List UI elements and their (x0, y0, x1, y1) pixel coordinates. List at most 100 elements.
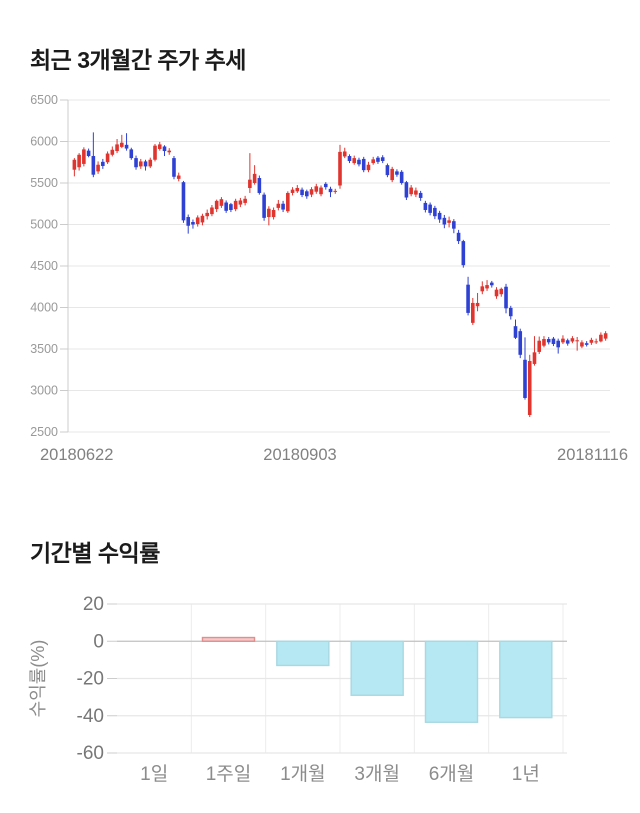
candle-body (101, 161, 105, 166)
candle-body (504, 286, 508, 309)
x-axis-date-label: 20181116 (557, 446, 628, 464)
candle-body (561, 338, 565, 343)
candle-body (409, 187, 413, 195)
candle-body (461, 241, 466, 266)
candlestick-chart: 6500 6000 5500 5000 4500 4000 3500 3000 2500 2018… (0, 60, 640, 472)
candle-body (442, 217, 447, 225)
return-bar (499, 640, 553, 719)
candle-body (286, 192, 290, 212)
candle-body (546, 339, 551, 343)
period-returns-title: 기간별 수익률 (30, 540, 160, 567)
return-bar (276, 640, 330, 667)
candle-body (489, 282, 494, 286)
candle-body (214, 200, 219, 210)
x-axis-date-label: 20180903 (263, 446, 336, 464)
candle-body (366, 164, 371, 171)
candle-body (262, 194, 266, 218)
candle-body (542, 339, 546, 346)
candle-body (570, 338, 575, 342)
candle-body (437, 212, 442, 220)
candle-body (304, 191, 309, 197)
candle-body (527, 361, 532, 415)
returns-bar-chart: 20 0 -20 -40 -60 1일 1주일 1개월 3개월 6개월 1년 수익률(%) (0, 558, 640, 808)
candle-body (143, 161, 148, 167)
candle-body (532, 352, 537, 364)
candle-body (603, 333, 608, 339)
candle-body (238, 200, 243, 205)
x-category-label: 1일 (140, 763, 168, 785)
candle-body (134, 158, 138, 168)
candle-body (229, 204, 233, 210)
candle-body (281, 203, 285, 210)
candle-body (181, 182, 186, 221)
candle-body (390, 168, 394, 181)
candle-body (361, 158, 366, 171)
candle-body (513, 326, 518, 338)
candle-body (599, 334, 603, 342)
y-tick-label: 20 (83, 594, 104, 615)
y-tick-label: 6500 (30, 93, 58, 107)
candle-body (414, 190, 418, 195)
candle-body (508, 307, 513, 317)
x-axis-date-label: 20180622 (40, 446, 113, 464)
y-axis-title: 수익률(%) (28, 640, 48, 718)
candle-body (191, 222, 195, 225)
candle-body (584, 343, 589, 345)
candle-body (96, 164, 100, 172)
candle-body (167, 150, 172, 153)
candle-body (115, 144, 119, 152)
candle-body (328, 188, 333, 193)
candle-body (148, 159, 153, 167)
candle-body (418, 192, 423, 198)
candle-body (338, 151, 342, 186)
candle-body (456, 232, 461, 242)
candle-body (138, 161, 143, 167)
candle-body (267, 208, 271, 218)
candle-body (233, 200, 238, 210)
candle-body (176, 175, 181, 179)
candle-body (124, 144, 129, 149)
return-bar (424, 640, 479, 723)
candle-body (575, 340, 579, 342)
candle-body (342, 151, 347, 157)
candle-body (120, 142, 124, 147)
candle-body (556, 340, 560, 348)
candle-body (271, 209, 276, 218)
candle-body (77, 154, 81, 168)
candle-body (357, 159, 361, 165)
price-trend-title: 최근 3개월간 주가 추세 (30, 47, 246, 74)
candle-body (295, 187, 300, 192)
candle-body (290, 189, 295, 193)
y-tick-label: -20 (77, 669, 104, 690)
candle-body (129, 149, 134, 159)
candle-body (243, 198, 247, 203)
candle-body (300, 189, 304, 196)
returns-bar-chart-svg: 20 0 -20 -40 -60 1일 1주일 1개월 3개월 6개월 1년 수익률(%) (28, 594, 567, 785)
candle-body (428, 204, 432, 213)
candle-body (157, 144, 162, 149)
candle-body (91, 156, 96, 175)
y-tick-label: 2500 (30, 425, 58, 439)
candle-body (499, 288, 504, 295)
candle-body (205, 212, 209, 217)
return-bar (201, 636, 256, 642)
candle-body (323, 183, 328, 188)
candle-body (523, 359, 527, 398)
candle-body (200, 215, 205, 223)
x-category-label: 3개월 (354, 763, 400, 785)
candle-body (319, 187, 323, 195)
x-category-label: 1년 (512, 763, 540, 785)
candle-body (347, 156, 352, 162)
y-tick-label: 3000 (30, 384, 58, 398)
candle-body (186, 217, 191, 226)
candle-body (399, 171, 404, 183)
y-tick-label: 6000 (30, 135, 58, 149)
y-tick-label: 0 (93, 631, 104, 652)
candle-body (162, 146, 167, 152)
y-tick-label: 5500 (30, 176, 58, 190)
candle-body (480, 286, 485, 292)
candle-body (423, 202, 428, 210)
candle-body (105, 153, 110, 163)
candle-body (537, 340, 542, 352)
